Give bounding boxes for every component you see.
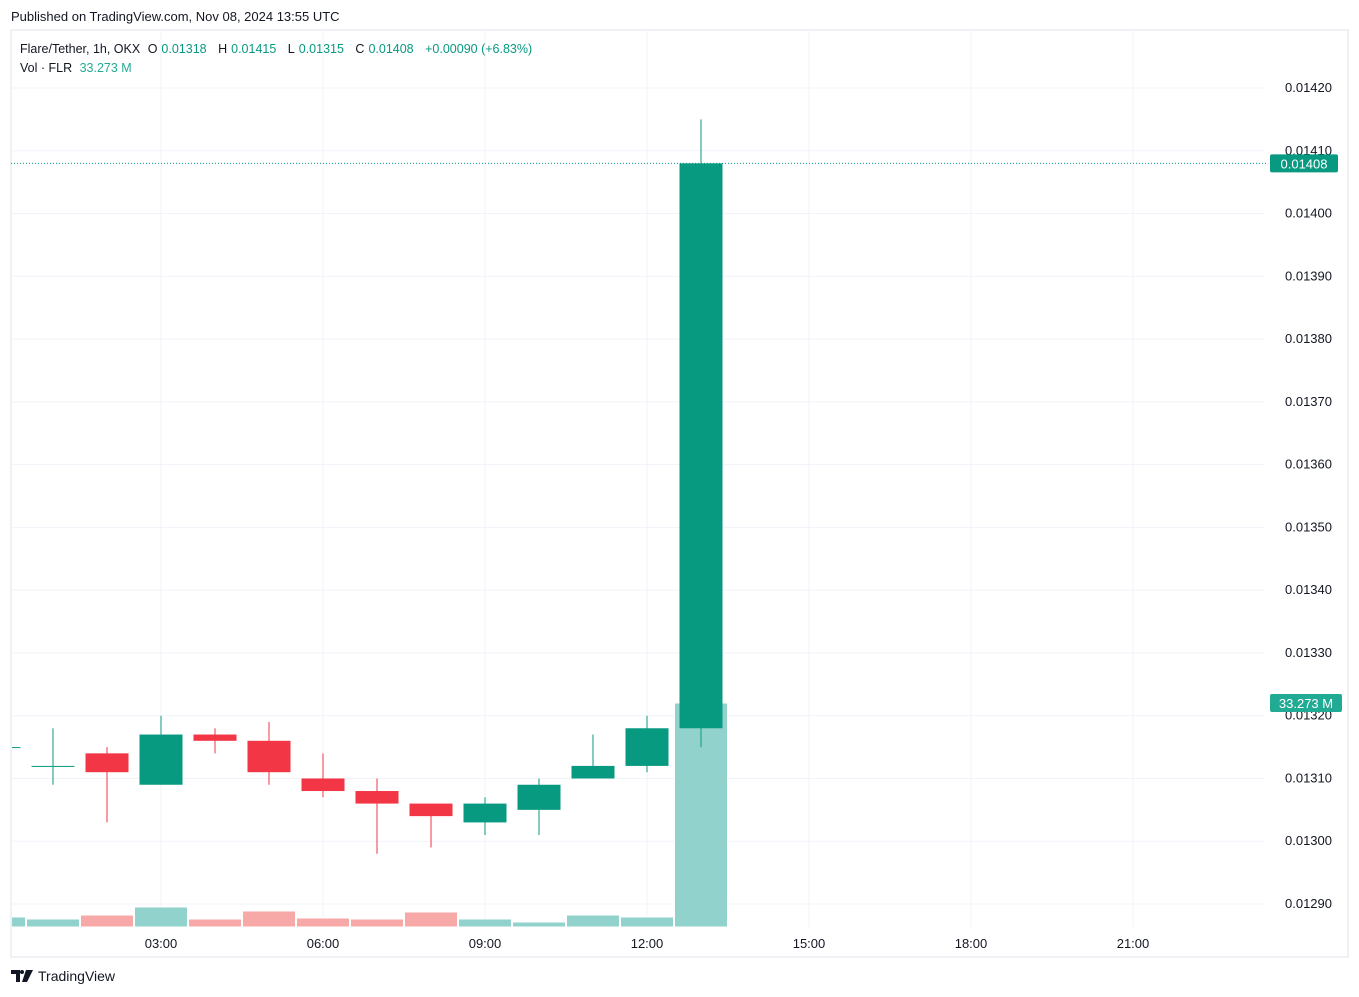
chart-legend: Flare/Tether, 1h, OKX O 0.01318 H 0.01415 … — [20, 40, 536, 78]
y-tick-label: 0.01290 — [1285, 896, 1332, 911]
y-tick-label: 0.01380 — [1285, 331, 1332, 346]
volume-value: 33.273 M — [79, 61, 132, 75]
last-volume-badge — [1270, 694, 1342, 712]
x-tick-label: 12:00 — [631, 936, 664, 951]
tradingview-logo-icon — [11, 970, 33, 982]
open-value: O 0.01318 — [147, 42, 207, 56]
volume-bar — [26, 918, 80, 928]
candle-body — [31, 765, 75, 767]
candle-body — [193, 734, 237, 741]
symbol-label[interactable]: Flare/Tether, 1h, OKX — [20, 42, 141, 56]
candle-body — [409, 803, 453, 817]
y-tick-label: 0.01410 — [1285, 143, 1332, 158]
change-value: +0.00090 (+6.83%) — [425, 42, 533, 56]
volume-label[interactable]: Vol · FLR — [20, 61, 73, 75]
x-tick-label: 03:00 — [145, 936, 178, 951]
last-price-badge — [1270, 154, 1338, 173]
volume-bar — [12, 916, 26, 928]
y-tick-label: 0.01350 — [1285, 519, 1332, 534]
volume-bar — [566, 914, 620, 928]
y-tick-label: 0.01360 — [1285, 457, 1332, 472]
volume-bar — [80, 914, 134, 928]
y-tick-label: 0.01340 — [1285, 582, 1332, 597]
published-caption: Published on TradingView.com, Nov 08, 20… — [11, 9, 340, 24]
volume-bar — [620, 916, 674, 928]
volume-bar — [512, 921, 566, 928]
candle-body — [301, 778, 345, 792]
volume-bar — [404, 911, 458, 928]
volume-bar — [188, 918, 242, 928]
candle-body — [463, 803, 507, 823]
y-tick-label: 0.01400 — [1285, 206, 1332, 221]
volume-bar — [350, 918, 404, 928]
candle-body — [355, 791, 399, 804]
volume-bar — [242, 910, 296, 928]
y-tick-label: 0.01370 — [1285, 394, 1332, 409]
x-tick-label: 06:00 — [307, 936, 340, 951]
x-tick-label: 09:00 — [469, 936, 502, 951]
series-group — [12, 119, 728, 928]
low-value: L 0.01315 — [287, 42, 344, 56]
y-tick-label: 0.01390 — [1285, 268, 1332, 283]
x-tick-label: 15:00 — [793, 936, 826, 951]
volume-bar — [134, 906, 188, 928]
y-tick-label: 0.01300 — [1285, 833, 1332, 848]
footer-brand[interactable]: TradingView — [11, 968, 115, 984]
volume-bar — [458, 918, 512, 928]
y-tick-label: 0.01310 — [1285, 770, 1332, 785]
candle-body — [571, 765, 615, 779]
candle-body — [12, 747, 21, 749]
candle-body — [139, 734, 183, 785]
high-value: H 0.01415 — [218, 42, 277, 56]
candle-body — [679, 163, 723, 729]
last-price-label: 0.01408 — [1281, 156, 1328, 171]
y-tick-label: 0.01420 — [1285, 80, 1332, 95]
last-volume-label: 33.273 M — [1279, 696, 1333, 711]
x-tick-label: 21:00 — [1117, 936, 1150, 951]
y-tick-label: 0.01330 — [1285, 645, 1332, 660]
volume-row: Vol · FLR 33.273 M — [20, 59, 536, 78]
ohlc-row: Flare/Tether, 1h, OKX O 0.01318 H 0.01415 … — [20, 40, 536, 59]
volume-bar — [296, 917, 350, 928]
candle-body — [625, 728, 669, 766]
candle-body — [517, 784, 561, 810]
close-value: C 0.01408 — [355, 42, 414, 56]
brand-name: TradingView — [38, 968, 116, 984]
x-tick-label: 18:00 — [955, 936, 988, 951]
candle-body — [85, 753, 129, 773]
candle-body — [247, 740, 291, 773]
